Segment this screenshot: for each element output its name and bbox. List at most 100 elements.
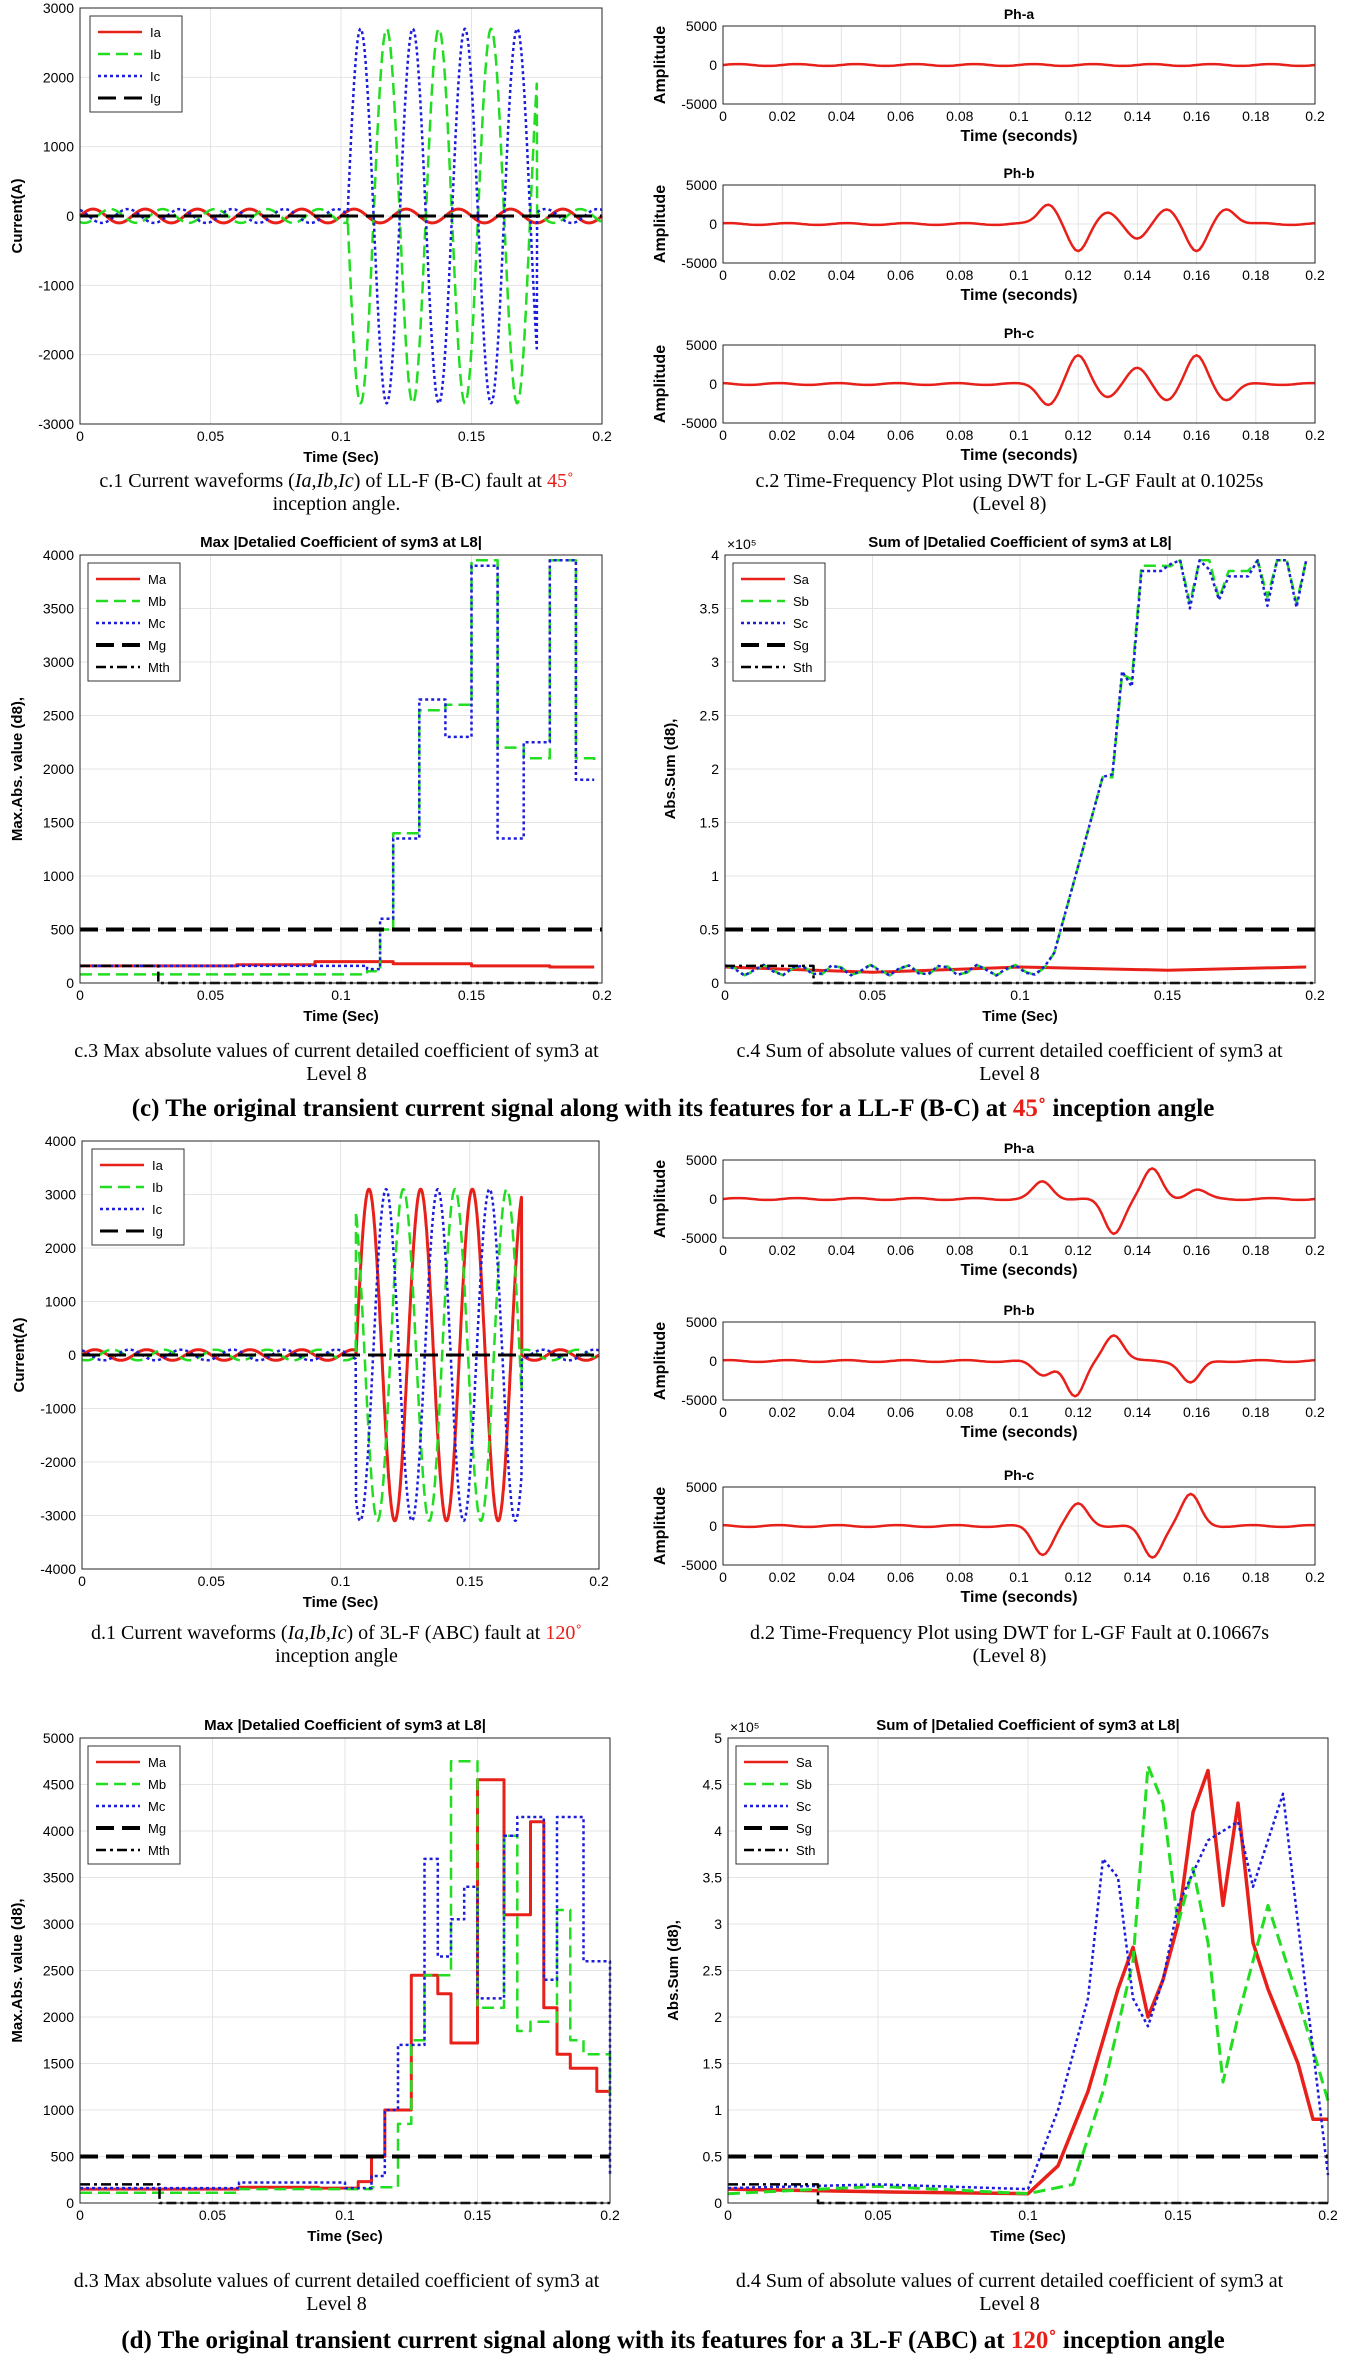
x-axis-label: Time (Sec) (982, 1008, 1058, 1025)
axes-box (79, 1737, 611, 2204)
series-Sc (727, 1792, 1330, 2191)
y-tick-label: 0 (709, 1191, 717, 1207)
chart-title: Max |Detalied Coefficient of sym3 at L8| (200, 534, 482, 551)
x-tick-label: 0.06 (887, 108, 914, 124)
y-tick-label: 5000 (686, 1479, 717, 1495)
y-tick-label: 4000 (43, 547, 74, 563)
subplot-title: Ph-c (1004, 1467, 1035, 1483)
x-tick-label: 0.15 (464, 2207, 491, 2223)
x-tick-label: 0.15 (458, 987, 485, 1003)
x-tick-label: 0 (719, 267, 727, 283)
legend-label: Ic (152, 1202, 163, 1217)
x-tick-label: 0.2 (1305, 267, 1325, 283)
x-tick-label: 0 (76, 987, 84, 1003)
y-tick-label: 0 (709, 1353, 717, 1369)
x-tick-label: 0.02 (769, 1404, 796, 1420)
y-tick-label: 5000 (686, 177, 717, 193)
axes-box (722, 1159, 1316, 1239)
series-Ib (79, 27, 603, 405)
y-tick-label: 0.5 (703, 2149, 723, 2165)
x-axis-label: Time (Sec) (303, 449, 379, 466)
y-tick-label: -5000 (681, 1392, 717, 1408)
x-tick-label: 0.04 (828, 108, 855, 124)
y-tick-label: 2.5 (700, 708, 720, 724)
y-tick-label: 5000 (686, 1314, 717, 1330)
x-tick-label: 0.18 (1242, 427, 1269, 443)
x-tick-label: 0.14 (1124, 1242, 1151, 1258)
y-tick-label: 5000 (686, 337, 717, 353)
y-tick-label: -3000 (40, 1508, 76, 1524)
y-tick-label: 3.5 (700, 601, 720, 617)
series-Ph-a (722, 62, 1316, 68)
x-tick-label: 0.1 (1010, 987, 1030, 1003)
y-axis-label: Amplitude (652, 345, 669, 423)
caption-c4: c.4 Sum of absolute values of current de… (736, 1040, 1283, 1085)
x-tick-label: 0.16 (1183, 427, 1210, 443)
x-tick-label: 0.05 (197, 428, 224, 444)
x-tick-label: 0.05 (198, 1573, 225, 1589)
x-tick-label: 0.2 (1305, 1569, 1325, 1585)
legend-label: Ib (152, 1180, 163, 1195)
y-axis-label: Abs.Sum (d8), (665, 1920, 682, 2021)
x-tick-label: 0.2 (592, 428, 612, 444)
x-tick-label: 0 (719, 427, 727, 443)
x-tick-label: 0.05 (864, 2207, 891, 2223)
x-tick-label: 0.2 (1305, 987, 1325, 1003)
legend-label: Mb (148, 594, 166, 609)
series-Ph-c (722, 1492, 1315, 1559)
y-tick-label: 4.5 (703, 1777, 723, 1793)
y-tick-label: 2 (711, 761, 719, 777)
y-tick-label: 500 (51, 2149, 75, 2165)
y-axis-label: Amplitude (652, 1322, 669, 1400)
x-tick-label: 0.04 (828, 427, 855, 443)
x-axis-label: Time (seconds) (960, 1262, 1077, 1279)
x-tick-label: 0.04 (828, 1569, 855, 1585)
x-tick-label: 0.02 (769, 108, 796, 124)
subplot-title: Ph-b (1003, 165, 1034, 181)
y-tick-label: -5000 (681, 255, 717, 271)
y-tick-label: 4 (711, 547, 719, 563)
x-tick-label: 0.08 (946, 427, 973, 443)
y-tick-label: 1000 (43, 139, 74, 155)
x-tick-label: 0.06 (887, 1569, 914, 1585)
x-tick-label: 0.18 (1242, 108, 1269, 124)
y-tick-label: -5000 (681, 96, 717, 112)
x-tick-label: 0.1 (1009, 1569, 1029, 1585)
y-tick-label: 0 (709, 376, 717, 392)
x-tick-label: 0.08 (946, 1404, 973, 1420)
x-tick-label: 0.05 (859, 987, 886, 1003)
x-tick-label: 0.04 (828, 267, 855, 283)
x-axis-label: Time (Sec) (303, 1594, 379, 1611)
subplot-title: Ph-a (1004, 6, 1035, 22)
x-tick-label: 0.14 (1124, 267, 1151, 283)
series-Mc (80, 1815, 612, 2190)
axes-box (79, 7, 603, 425)
y-axis-label: Current(A) (11, 1318, 28, 1393)
x-tick-label: 0.2 (592, 987, 612, 1003)
x-tick-label: 0.08 (946, 1569, 973, 1585)
x-tick-label: 0.2 (589, 1573, 609, 1589)
x-tick-label: 0.12 (1065, 1569, 1092, 1585)
legend-label: Mth (148, 1843, 170, 1858)
x-tick-label: 0.1 (1009, 267, 1029, 283)
y-tick-label: 2 (714, 2009, 722, 2025)
y-tick-label: 3000 (43, 0, 74, 16)
x-tick-label: 0.06 (887, 1404, 914, 1420)
y-tick-label: 1000 (43, 2102, 74, 2118)
x-tick-label: 0.1 (331, 987, 351, 1003)
y-tick-label: 3 (711, 654, 719, 670)
axes-box (79, 554, 603, 984)
y-tick-label: 5 (714, 1730, 722, 1746)
y-axis-label: Max.Abs. value (d8), (9, 1898, 26, 2042)
x-tick-label: 0.18 (1242, 1242, 1269, 1258)
series-Ph-c (722, 354, 1315, 407)
y-tick-label: 1000 (43, 868, 74, 884)
x-tick-label: 0.16 (1183, 1404, 1210, 1420)
axes-box (724, 554, 1316, 984)
y-tick-label: 1 (714, 2102, 722, 2118)
